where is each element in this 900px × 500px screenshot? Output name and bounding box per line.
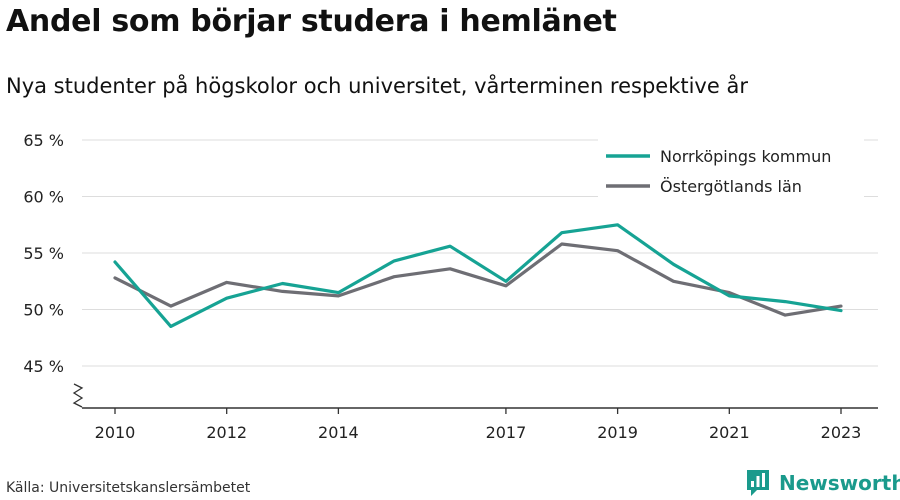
legend: Norrköpings kommun Östergötlands län (598, 138, 864, 200)
x-tick-label: 2010 (95, 423, 136, 442)
y-tick-label: 50 % (23, 301, 64, 320)
x-tick-label: 2017 (486, 423, 527, 442)
series-line-1 (113, 242, 843, 317)
chart-title: Andel som börjar studera i hemlänet (6, 4, 617, 39)
legend-background (598, 138, 864, 200)
legend-label: Norrköpings kommun (660, 147, 831, 166)
series-lines (113, 223, 843, 328)
brand-logo: Newsworthy (745, 468, 900, 498)
y-tick-label: 55 % (23, 244, 64, 263)
x-tick-label: 2021 (709, 423, 750, 442)
series-line-0 (113, 223, 843, 328)
y-tick-label: 65 % (23, 131, 64, 150)
x-tick-label: 2014 (318, 423, 359, 442)
axis-break-icon (72, 383, 84, 408)
legend-label: Östergötlands län (660, 177, 802, 196)
chart-subtitle: Nya studenter på högskolor och universit… (6, 74, 748, 98)
brand-name: Newsworthy (779, 471, 900, 495)
bar-chart-speech-bubble-icon (747, 470, 769, 496)
axes: 45 % 50 % 55 % 60 % 65 % 2010 2012 2014 2017 2019… (23, 131, 878, 442)
x-tick-label: 2023 (821, 423, 862, 442)
source-note: Källa: Universitetskanslersämbetet (6, 480, 251, 496)
x-tick-label: 2012 (206, 423, 247, 442)
y-tick-label: 60 % (23, 188, 64, 207)
y-tick-label: 45 % (23, 357, 64, 376)
x-tick-label: 2019 (597, 423, 638, 442)
